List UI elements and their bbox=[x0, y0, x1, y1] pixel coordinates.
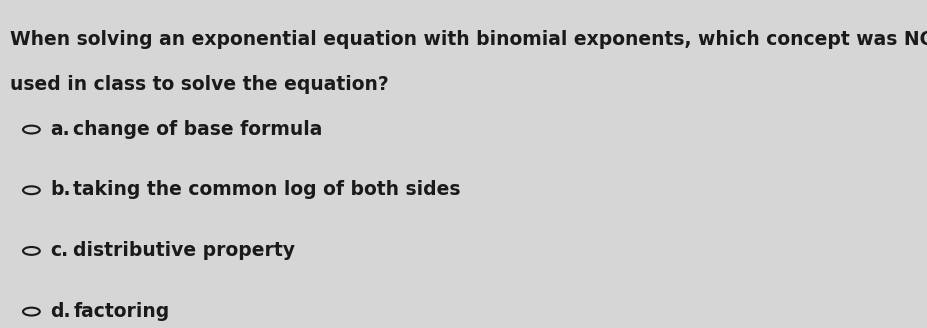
Text: When solving an exponential equation with binomial exponents, which concept was : When solving an exponential equation wit… bbox=[10, 30, 927, 49]
Text: d.: d. bbox=[50, 302, 70, 321]
Text: change of base formula: change of base formula bbox=[73, 120, 323, 139]
Text: factoring: factoring bbox=[73, 302, 170, 321]
Text: b.: b. bbox=[50, 180, 70, 199]
Text: distributive property: distributive property bbox=[73, 241, 295, 260]
Text: a.: a. bbox=[50, 120, 70, 139]
Text: taking the common log of both sides: taking the common log of both sides bbox=[73, 180, 461, 199]
Text: used in class to solve the equation?: used in class to solve the equation? bbox=[10, 75, 388, 94]
Text: c.: c. bbox=[50, 241, 69, 260]
